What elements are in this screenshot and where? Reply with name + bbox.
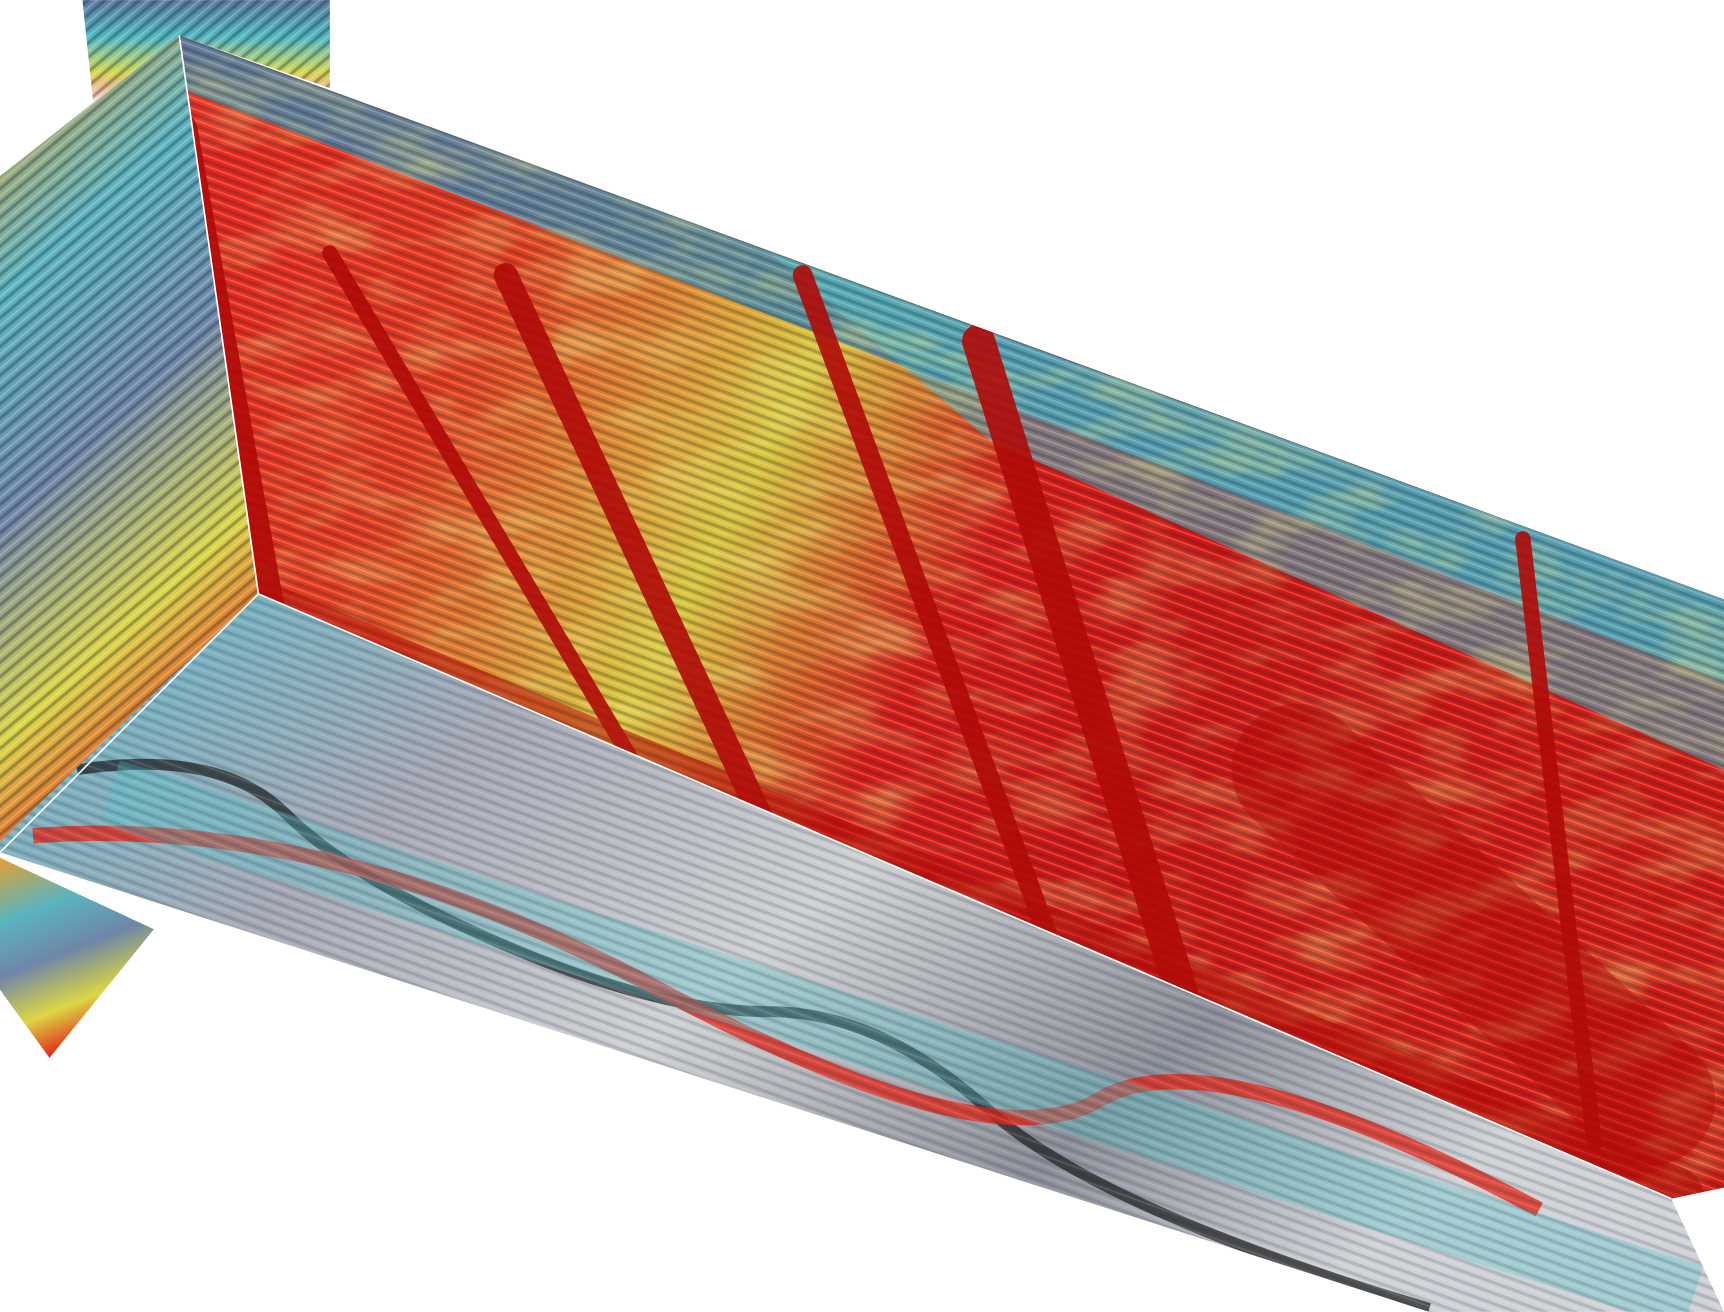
fault — [962, 324, 1204, 1029]
edge — [0, 593, 259, 853]
fault — [792, 265, 1066, 967]
back-panel-texture — [82, 0, 330, 105]
box-edges — [0, 35, 1672, 1200]
fault — [1515, 531, 1602, 1152]
left-panel-lower — [0, 857, 154, 1058]
fault — [322, 245, 646, 778]
fault-zone — [1231, 703, 1716, 1166]
left-panel-texture — [0, 35, 259, 853]
fault — [493, 262, 782, 848]
edge — [178, 35, 260, 594]
edge — [258, 593, 1672, 1200]
